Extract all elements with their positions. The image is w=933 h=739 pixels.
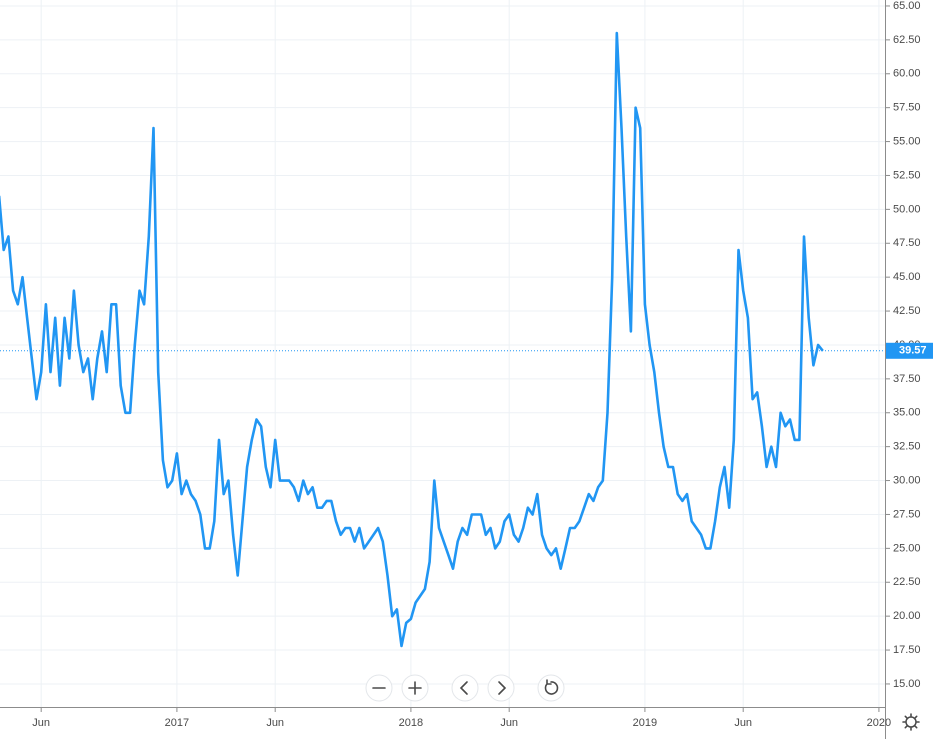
plot [0, 31, 885, 648]
zoom-in-button[interactable] [401, 674, 429, 702]
y-tick-label: 55.00 [893, 135, 921, 147]
y-tick-label: 20.00 [893, 610, 921, 622]
y-axis-bg [885, 0, 933, 739]
series-line [0, 31, 824, 648]
x-axis-bg [0, 707, 885, 739]
y-tick-label: 35.00 [893, 407, 921, 419]
scroll-right-button[interactable] [487, 674, 515, 702]
x-tick-label: Jun [734, 717, 752, 729]
y-tick-label: 62.50 [893, 34, 921, 46]
x-tick-label: Jun [266, 717, 284, 729]
x-tick-label: Jun [32, 717, 50, 729]
x-tick-label: 2018 [399, 717, 423, 729]
y-tick-label: 27.50 [893, 508, 921, 520]
y-tick-label: 15.00 [893, 678, 921, 690]
scroll-left-button[interactable] [451, 674, 479, 702]
last-value-label: 39.57 [899, 345, 927, 357]
x-tick-label: 2019 [633, 717, 657, 729]
y-tick-label: 57.50 [893, 102, 921, 114]
axes: 15.00 17.50 20.00 22.50 25.00 27.50 30.00 32.50… [32, 0, 933, 729]
y-tick-label: 50.00 [893, 203, 921, 215]
y-tick-label: 22.50 [893, 576, 921, 588]
y-tick-label: 52.50 [893, 169, 921, 181]
y-tick-label: 30.00 [893, 474, 921, 486]
last-value-box [886, 342, 933, 359]
y-tick-label: 60.00 [893, 68, 921, 80]
x-tick-label: 2020 [867, 717, 891, 729]
y-tick-label: 42.50 [893, 305, 921, 317]
y-tick-label: 37.50 [893, 373, 921, 385]
y-tick-label: 65.00 [893, 0, 921, 12]
y-tick-label: 17.50 [893, 644, 921, 656]
zoom-out-button[interactable] [365, 674, 393, 702]
y-tick-label: 45.00 [893, 271, 921, 283]
x-tick-label: 2017 [165, 717, 189, 729]
reset-button[interactable] [537, 674, 565, 702]
y-tick-label: 25.00 [893, 542, 921, 554]
y-tick-label: 32.50 [893, 441, 921, 453]
settings-button[interactable] [902, 713, 920, 731]
y-tick-label: 47.50 [893, 237, 921, 249]
grid [0, 0, 885, 707]
x-tick-label: Jun [500, 717, 518, 729]
